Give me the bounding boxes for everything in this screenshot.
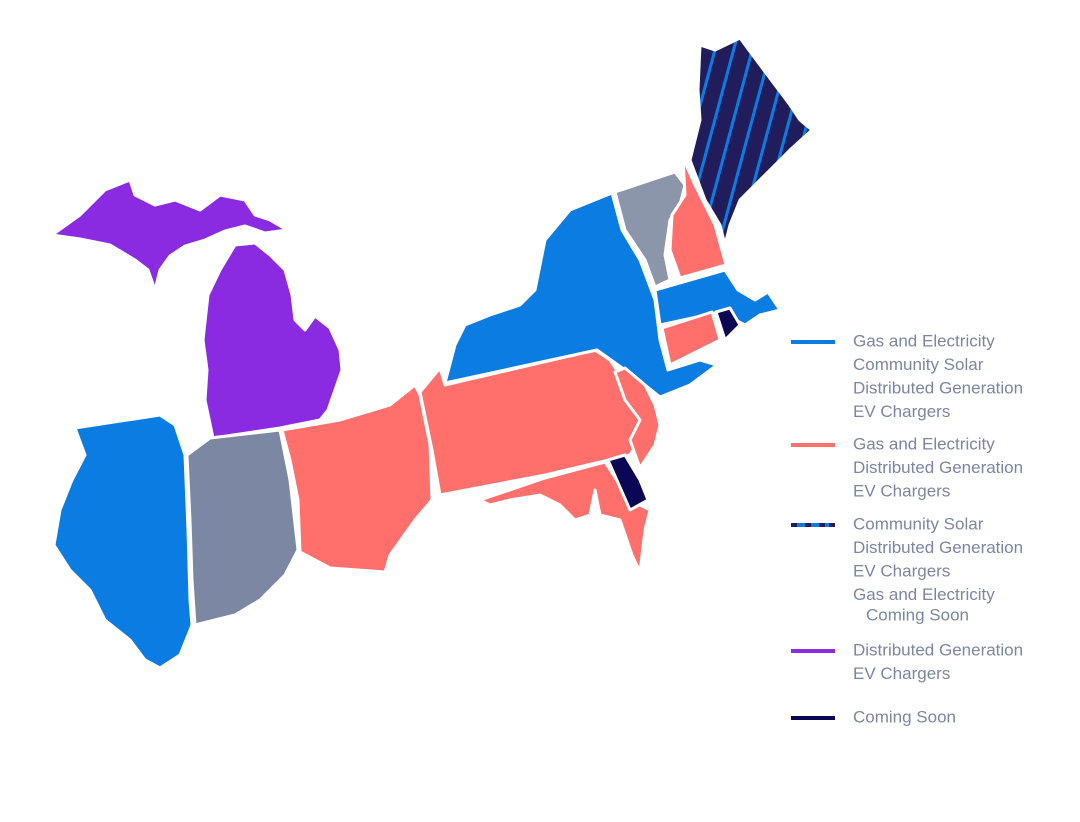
state[interactable] bbox=[714, 306, 742, 342]
legend: Gas and Electricity Community Solar Distri… bbox=[791, 331, 1023, 726]
state[interactable] bbox=[201, 241, 344, 440]
legend-label: Distributed Generation bbox=[853, 640, 1023, 659]
state[interactable] bbox=[52, 413, 194, 670]
legend-label: EV Chargers bbox=[853, 561, 950, 580]
legend-label: Distributed Generation bbox=[853, 538, 1023, 557]
legend-label: Distributed Generation bbox=[853, 378, 1023, 397]
legend-label: Community Solar bbox=[853, 514, 984, 533]
state[interactable] bbox=[50, 178, 289, 292]
legend-label: Distributed Generation bbox=[853, 458, 1023, 477]
legend-label: Gas and Electricity bbox=[853, 585, 995, 604]
legend-label: Gas and Electricity bbox=[853, 434, 995, 453]
state[interactable] bbox=[613, 170, 687, 289]
states bbox=[50, 36, 814, 670]
state[interactable] bbox=[613, 366, 662, 470]
legend-label: Coming Soon bbox=[866, 605, 969, 624]
state[interactable] bbox=[185, 428, 300, 627]
state[interactable] bbox=[606, 453, 650, 512]
state[interactable] bbox=[660, 310, 722, 367]
legend-label: EV Chargers bbox=[853, 664, 950, 683]
legend-label: Gas and Electricity bbox=[853, 331, 995, 350]
legend-label: EV Chargers bbox=[853, 402, 950, 421]
state[interactable] bbox=[280, 383, 434, 574]
legend-label: Coming Soon bbox=[853, 707, 956, 726]
legend-label: EV Chargers bbox=[853, 481, 950, 500]
legend-label: Community Solar bbox=[853, 355, 984, 374]
state[interactable] bbox=[688, 36, 814, 247]
state[interactable] bbox=[443, 191, 719, 399]
state[interactable] bbox=[668, 156, 728, 280]
